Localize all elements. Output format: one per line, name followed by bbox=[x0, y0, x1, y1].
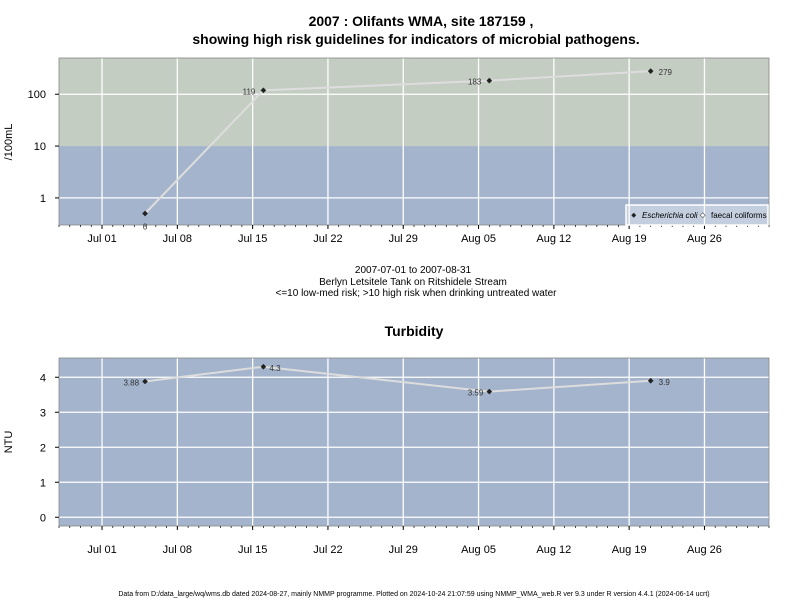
x-tick-label: Aug 26 bbox=[687, 233, 722, 245]
legend-ecoli-marker bbox=[631, 212, 637, 218]
turbidity-y-axis: 0 1 2 3 4 bbox=[40, 372, 59, 524]
ecoli-data-label: 279 bbox=[659, 68, 673, 77]
x-tick-label: Jul 29 bbox=[389, 544, 418, 556]
turbidity-title: Turbidity bbox=[385, 323, 444, 339]
y-tick-label: 100 bbox=[28, 89, 46, 101]
turbidity-data-label: 3.9 bbox=[659, 378, 671, 387]
turbidity-point bbox=[142, 378, 148, 385]
y-tick-label: 0 bbox=[40, 512, 46, 524]
ecoli-y-axis: 1 10 100 bbox=[28, 89, 59, 205]
x-tick-label: Jul 15 bbox=[238, 544, 267, 556]
x-tick-label: Aug 05 bbox=[461, 233, 496, 245]
x-tick-label: Jul 01 bbox=[87, 233, 116, 245]
turbidity-point bbox=[647, 377, 654, 384]
x-tick-label: Aug 12 bbox=[536, 544, 571, 556]
x-tick-label: Jul 01 bbox=[87, 544, 116, 556]
x-tick-label: Jul 22 bbox=[313, 233, 342, 245]
y-tick-label: 2 bbox=[40, 442, 46, 454]
ecoli-series: 0 119 183 279 bbox=[142, 68, 673, 232]
y-tick-label: 1 bbox=[40, 193, 46, 205]
footer-note: Data from D:/data_large/wq/wms.db dated … bbox=[118, 591, 709, 598]
y-tick-label: 10 bbox=[34, 141, 46, 153]
ecoli-point bbox=[647, 68, 654, 74]
legend-ecoli-label: Escherichia coli bbox=[642, 211, 698, 220]
ecoli-gridlines bbox=[59, 58, 769, 225]
ecoli-data-label: 0 bbox=[143, 223, 148, 232]
chart-title-line1: 2007 : Olifants WMA, site 187159 , bbox=[309, 13, 534, 29]
x-tick-label: Jul 15 bbox=[238, 233, 267, 245]
ecoli-data-label: 119 bbox=[243, 87, 256, 96]
legend-faecal-label: faecal coliforms bbox=[711, 211, 767, 220]
turbidity-point bbox=[260, 363, 267, 370]
ecoli-x-axis: Jul 01 Jul 08 Jul 15 Jul 22 Jul 29 Aug 05 Aug … bbox=[58, 225, 770, 245]
legend-faecal-marker bbox=[699, 212, 706, 219]
turbidity-chart-panel: 0 1 2 3 4 Jul 01 Jul 08 Jul 15 Jul 22 Jul 29 Aug … bbox=[3, 357, 770, 556]
chart-title-line2: showing high risk guidelines for indicat… bbox=[192, 31, 639, 47]
x-tick-label: Jul 08 bbox=[163, 544, 192, 556]
x-tick-label: Aug 05 bbox=[461, 544, 496, 556]
ecoli-point bbox=[486, 77, 493, 84]
ecoli-data-label: 183 bbox=[468, 78, 482, 87]
x-tick-label: Aug 12 bbox=[536, 233, 571, 245]
x-tick-label: Aug 19 bbox=[612, 544, 647, 556]
legend-box bbox=[625, 204, 769, 226]
y-tick-label: 1 bbox=[40, 477, 46, 489]
ecoli-legend: Escherichia coli faecal coliforms bbox=[625, 204, 769, 226]
x-tick-label: Jul 08 bbox=[163, 233, 192, 245]
y-tick-label: 3 bbox=[40, 407, 46, 419]
caption-risk-note: <=10 low-med risk; >10 high risk when dr… bbox=[276, 288, 558, 299]
turbidity-x-axis: Jul 01 Jul 08 Jul 15 Jul 22 Jul 29 Aug 05 Aug … bbox=[58, 526, 770, 556]
turbidity-data-label: 4.3 bbox=[269, 364, 281, 373]
caption-site: Berlyn Letsitele Tank on Ritshidele Stre… bbox=[319, 277, 507, 288]
ecoli-point bbox=[260, 87, 267, 94]
turbidity-series: 3.88 4.3 3.59 3.9 bbox=[123, 364, 670, 398]
caption-date-range: 2007-07-01 to 2007-08-31 bbox=[355, 265, 472, 276]
x-tick-label: Jul 22 bbox=[313, 544, 342, 556]
ecoli-y-axis-label: /100mL bbox=[3, 124, 15, 161]
ecoli-point bbox=[142, 210, 148, 217]
x-tick-label: Aug 19 bbox=[612, 233, 647, 245]
turbidity-line bbox=[144, 365, 651, 393]
ecoli-line bbox=[144, 70, 651, 215]
ecoli-chart-panel: 1 10 100 Jul 01 Jul 08 Jul 15 Jul 22 Jul 29 Aug… bbox=[3, 57, 770, 245]
x-tick-label: Jul 29 bbox=[389, 233, 418, 245]
turbidity-y-axis-label: NTU bbox=[3, 431, 15, 454]
turbidity-data-label: 3.59 bbox=[468, 389, 484, 398]
turbidity-point bbox=[486, 388, 493, 395]
turbidity-data-label: 3.88 bbox=[123, 378, 139, 387]
x-tick-label: Aug 26 bbox=[687, 544, 722, 556]
y-tick-label: 4 bbox=[40, 372, 46, 384]
